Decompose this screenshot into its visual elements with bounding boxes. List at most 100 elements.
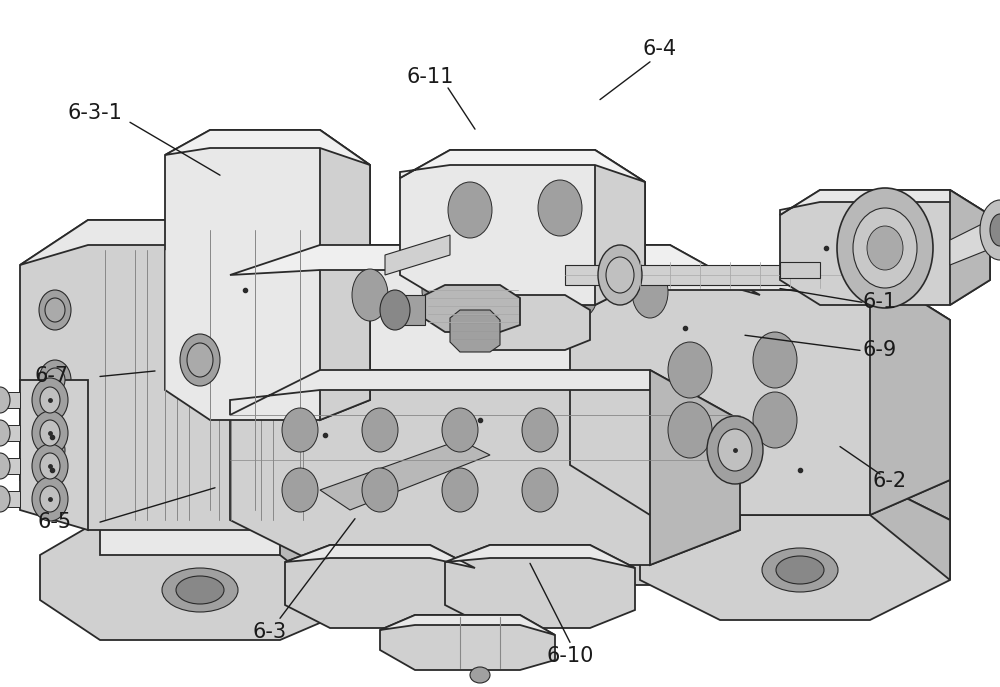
Polygon shape	[280, 520, 350, 610]
Polygon shape	[165, 130, 370, 165]
Ellipse shape	[753, 392, 797, 448]
Polygon shape	[230, 370, 740, 565]
Ellipse shape	[45, 438, 65, 462]
Polygon shape	[950, 215, 1000, 265]
Polygon shape	[780, 262, 820, 278]
Text: 6-10: 6-10	[546, 646, 594, 666]
Ellipse shape	[562, 266, 598, 318]
Polygon shape	[20, 220, 390, 270]
Ellipse shape	[187, 343, 213, 377]
Ellipse shape	[442, 468, 478, 512]
Polygon shape	[870, 305, 950, 585]
Ellipse shape	[40, 420, 60, 446]
Polygon shape	[100, 305, 950, 370]
Polygon shape	[230, 245, 760, 295]
Polygon shape	[870, 270, 950, 515]
Polygon shape	[450, 310, 500, 352]
Polygon shape	[20, 220, 390, 530]
Ellipse shape	[0, 387, 10, 413]
Ellipse shape	[40, 387, 60, 413]
Polygon shape	[400, 150, 645, 182]
Ellipse shape	[470, 667, 490, 683]
Text: 6-3: 6-3	[253, 622, 287, 642]
Ellipse shape	[39, 360, 71, 400]
Ellipse shape	[762, 548, 838, 592]
Polygon shape	[40, 520, 350, 640]
Ellipse shape	[668, 342, 712, 398]
Ellipse shape	[32, 477, 68, 521]
Polygon shape	[400, 150, 645, 305]
Ellipse shape	[538, 180, 582, 236]
Polygon shape	[0, 458, 20, 474]
Polygon shape	[780, 190, 990, 215]
Polygon shape	[570, 270, 950, 515]
Text: 6-9: 6-9	[863, 340, 897, 361]
Polygon shape	[445, 545, 635, 568]
Polygon shape	[380, 615, 555, 670]
Text: 6-1: 6-1	[863, 292, 897, 313]
Polygon shape	[425, 285, 520, 332]
Text: 6-5: 6-5	[38, 512, 72, 532]
Ellipse shape	[45, 298, 65, 322]
Ellipse shape	[180, 334, 220, 386]
Ellipse shape	[598, 245, 642, 305]
Ellipse shape	[668, 402, 712, 458]
Polygon shape	[455, 295, 590, 350]
Polygon shape	[100, 305, 950, 585]
Ellipse shape	[282, 468, 318, 512]
Ellipse shape	[606, 257, 634, 293]
Ellipse shape	[362, 468, 398, 512]
Ellipse shape	[0, 453, 10, 479]
Polygon shape	[385, 235, 450, 275]
Ellipse shape	[718, 429, 752, 471]
Polygon shape	[565, 265, 870, 285]
Polygon shape	[720, 480, 950, 520]
Ellipse shape	[176, 576, 224, 604]
Ellipse shape	[522, 408, 558, 452]
Ellipse shape	[162, 568, 238, 612]
Polygon shape	[0, 491, 20, 507]
Polygon shape	[100, 520, 350, 560]
Ellipse shape	[448, 182, 492, 238]
Polygon shape	[640, 480, 950, 620]
Ellipse shape	[352, 269, 388, 321]
Polygon shape	[230, 370, 740, 420]
Ellipse shape	[980, 200, 1000, 260]
Ellipse shape	[522, 468, 558, 512]
Ellipse shape	[492, 264, 528, 316]
Ellipse shape	[422, 264, 458, 316]
Polygon shape	[165, 130, 370, 420]
Polygon shape	[320, 130, 370, 420]
Ellipse shape	[32, 411, 68, 455]
Polygon shape	[320, 440, 490, 510]
Polygon shape	[20, 380, 88, 530]
Polygon shape	[570, 270, 950, 320]
Polygon shape	[650, 370, 740, 565]
Polygon shape	[285, 545, 475, 568]
Text: 6-3-1: 6-3-1	[68, 103, 122, 124]
Polygon shape	[0, 425, 20, 441]
Polygon shape	[870, 480, 950, 580]
Ellipse shape	[0, 420, 10, 446]
Polygon shape	[395, 295, 425, 325]
Polygon shape	[780, 190, 990, 305]
Text: 6-7: 6-7	[35, 366, 69, 387]
Ellipse shape	[39, 290, 71, 330]
Ellipse shape	[32, 444, 68, 488]
Polygon shape	[380, 615, 555, 635]
Polygon shape	[230, 245, 760, 380]
Polygon shape	[285, 545, 475, 628]
Ellipse shape	[707, 416, 763, 484]
Ellipse shape	[40, 486, 60, 512]
Ellipse shape	[380, 290, 410, 330]
Text: 6-2: 6-2	[873, 471, 907, 491]
Text: 6-11: 6-11	[406, 67, 454, 87]
Ellipse shape	[362, 408, 398, 452]
Ellipse shape	[0, 486, 10, 512]
Ellipse shape	[776, 556, 824, 584]
Ellipse shape	[867, 226, 903, 270]
Ellipse shape	[442, 408, 478, 452]
Ellipse shape	[753, 332, 797, 388]
Ellipse shape	[837, 188, 933, 308]
Polygon shape	[950, 190, 990, 305]
